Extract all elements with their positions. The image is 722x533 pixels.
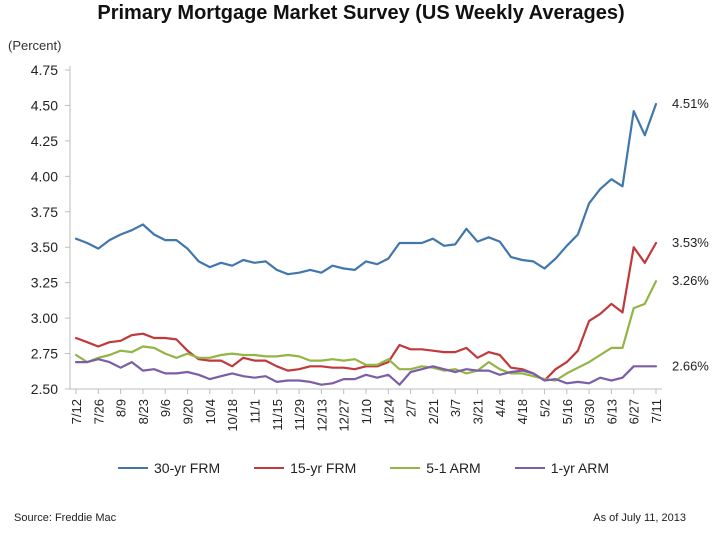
x-tick-label: 10/4: [203, 399, 218, 424]
x-tick-label: 4/4: [493, 399, 508, 417]
x-tick-label: 6/27: [627, 399, 642, 424]
legend-item-30-yr-frm: 30-yr FRM: [118, 460, 220, 476]
legend-item-1-yr-arm: 1-yr ARM: [514, 460, 610, 476]
x-tick-label: 12/13: [314, 399, 329, 432]
series-end-label-30-yr-frm: 4.51%: [672, 96, 709, 111]
x-tick-label: 11/15: [270, 399, 285, 431]
series-end-label-1-yr-arm: 2.66%: [672, 358, 709, 373]
y-tick-label: 4.00: [31, 168, 58, 184]
x-tick-label: 9/6: [158, 399, 173, 417]
x-tick-label: 5/16: [560, 399, 575, 424]
x-tick-label: 10/18: [225, 399, 240, 432]
x-tick-label: 5/30: [582, 399, 597, 424]
x-tick-label: 1/10: [359, 399, 374, 424]
legend-label: 30-yr FRM: [154, 460, 221, 476]
y-tick-label: 3.00: [31, 310, 58, 326]
y-tick-label: 2.75: [31, 346, 58, 362]
x-tick-label: 2/21: [426, 399, 441, 424]
x-tick-label: 11/1: [247, 399, 262, 423]
x-tick-label: 9/20: [181, 399, 196, 424]
x-tick-label: 5/2: [537, 399, 552, 417]
source-note: Source: Freddie Mac: [14, 512, 117, 524]
legend-swatch: [390, 467, 421, 469]
x-tick-label: 7/11: [649, 399, 664, 423]
legend-swatch: [118, 467, 148, 469]
series-end-labels: 4.51% 3.53% 3.26% 2.66%: [672, 96, 709, 373]
series-line-30-yr-frm: [74, 102, 658, 276]
legend-label: 15-yr FRM: [290, 460, 357, 476]
x-tick-label: 8/9: [114, 399, 129, 417]
x-axis-ticks: 7/12 7/26 8/9 8/23 9/6 9/20 10/4 10/18 11/1 11/15…: [69, 389, 664, 432]
legend-label: 5-1 ARM: [426, 460, 481, 476]
y-tick-label: 4.25: [31, 133, 58, 149]
legend-swatch: [254, 467, 285, 469]
x-tick-label: 4/18: [515, 399, 530, 424]
y-axis-ticks: 2.50 2.75 3.00 3.25 3.50 3.75 4.00 4.25 4.50 4.75: [31, 62, 70, 397]
series-end-label-15-yr-frm: 3.53%: [672, 235, 709, 250]
x-tick-label: 3/7: [448, 399, 463, 417]
x-tick-label: 8/23: [136, 399, 151, 424]
series-line-15-yr-frm: [74, 241, 658, 382]
legend-item-5-1-arm: 5-1 ARM: [390, 460, 481, 476]
series-line-1-yr-arm: [74, 358, 658, 386]
series-end-label-5-1-arm: 3.26%: [672, 273, 709, 288]
x-tick-label: 6/13: [604, 399, 619, 424]
x-tick-label: 11/29: [292, 399, 307, 431]
chart-title: Primary Mortgage Market Survey (US Weekl…: [97, 2, 625, 24]
legend-label: 1-yr ARM: [550, 460, 610, 476]
legend-item-15-yr-frm: 15-yr FRM: [254, 460, 356, 476]
y-tick-label: 3.25: [31, 275, 58, 291]
x-tick-label: 1/24: [381, 399, 396, 424]
x-tick-label: 7/12: [69, 399, 84, 424]
series-line-5-1-arm: [74, 280, 658, 382]
x-tick-label: 12/27: [337, 399, 352, 432]
y-axis-unit-label: (Percent): [8, 38, 62, 53]
legend: 30-yr FRM 15-yr FRM 5-1 ARM 1-yr ARM: [118, 458, 643, 478]
axes: [69, 66, 662, 390]
legend-swatch: [514, 467, 545, 469]
y-tick-label: 3.50: [31, 239, 58, 255]
as-of-date-note: As of July 11, 2013: [593, 512, 686, 524]
x-tick-label: 2/7: [404, 399, 419, 417]
y-tick-label: 4.75: [31, 62, 58, 78]
y-tick-label: 3.75: [31, 204, 58, 220]
y-tick-label: 4.50: [31, 97, 58, 113]
y-tick-label: 2.50: [31, 381, 58, 397]
x-tick-label: 3/21: [471, 399, 486, 424]
x-tick-label: 7/26: [91, 399, 106, 424]
series-lines: [74, 102, 658, 386]
